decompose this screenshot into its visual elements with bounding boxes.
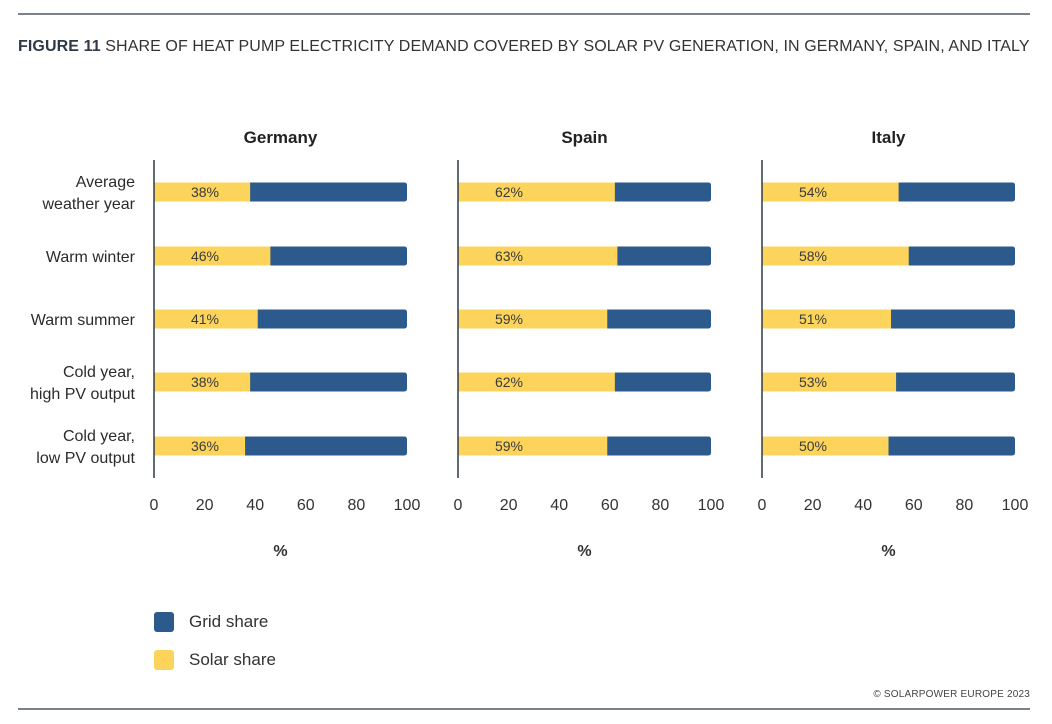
category-label: Cold year, low PV output — [36, 428, 135, 467]
data-label: 38% — [191, 184, 219, 200]
x-tick-label: 40 — [854, 497, 872, 514]
figure-title-text: SHARE OF HEAT PUMP ELECTRICITY DEMAND CO… — [105, 38, 1030, 55]
x-tick-label: 80 — [348, 497, 366, 514]
category-label: Warm winter — [46, 249, 136, 266]
bar-solar-share — [458, 436, 608, 456]
legend: Grid share Solar share — [154, 603, 276, 679]
bar-solar-share — [154, 246, 271, 266]
data-label: 62% — [495, 184, 523, 200]
data-label: 41% — [191, 311, 219, 327]
top-rule — [18, 13, 1030, 15]
data-label: 46% — [191, 248, 219, 264]
x-tick-label: 60 — [905, 497, 923, 514]
bar-solar-share — [154, 309, 258, 329]
bar-solar-share — [762, 246, 909, 266]
figure-number: FIGURE 11 — [18, 38, 101, 55]
x-tick-label: 100 — [1002, 497, 1029, 514]
data-label: 50% — [799, 438, 827, 454]
data-label: 63% — [495, 248, 523, 264]
data-label: 58% — [799, 248, 827, 264]
bar-solar-share — [762, 182, 899, 202]
data-label: 38% — [191, 374, 219, 390]
x-tick-label: 20 — [500, 497, 518, 514]
x-axis-label: % — [577, 543, 591, 560]
data-label: 36% — [191, 438, 219, 454]
category-label: Average weather year — [42, 174, 136, 213]
chart-area: Average weather year Warm winter Warm summe… — [30, 128, 1029, 560]
panel-title-italy: Italy — [871, 128, 906, 147]
category-label: Cold year, high PV output — [30, 364, 136, 403]
grid-share-swatch — [154, 612, 174, 632]
bar-solar-share — [458, 309, 608, 329]
x-tick-label: 60 — [601, 497, 619, 514]
x-tick-label: 0 — [454, 497, 463, 514]
bottom-rule — [18, 708, 1030, 710]
bar-solar-share — [458, 372, 615, 392]
data-label: 59% — [495, 311, 523, 327]
bar-solar-share — [458, 246, 618, 266]
x-tick-label: 40 — [246, 497, 264, 514]
data-label: 54% — [799, 184, 827, 200]
x-tick-label: 40 — [550, 497, 568, 514]
legend-item-solar: Solar share — [154, 641, 276, 679]
x-axis-label: % — [881, 543, 895, 560]
bar-solar-share — [762, 309, 892, 329]
x-tick-label: 0 — [758, 497, 767, 514]
legend-item-grid: Grid share — [154, 603, 276, 641]
panel-title-spain: Spain — [561, 128, 607, 147]
figure-title: FIGURE 11 SHARE OF HEAT PUMP ELECTRICITY… — [18, 30, 1038, 64]
x-tick-label: 0 — [150, 497, 159, 514]
x-tick-label: 100 — [698, 497, 725, 514]
solar-share-swatch — [154, 650, 174, 670]
bar-solar-share — [762, 436, 889, 456]
panel-title-germany: Germany — [244, 128, 318, 147]
copyright: © SOLARPOWER EUROPE 2023 — [873, 689, 1030, 700]
x-tick-label: 100 — [394, 497, 421, 514]
legend-label-solar: Solar share — [189, 650, 276, 669]
data-label: 59% — [495, 438, 523, 454]
x-tick-label: 80 — [652, 497, 670, 514]
category-label: Warm summer — [31, 312, 136, 329]
bar-solar-share — [154, 436, 246, 456]
x-tick-label: 20 — [196, 497, 214, 514]
x-tick-label: 80 — [956, 497, 974, 514]
bar-solar-share — [154, 372, 251, 392]
x-tick-label: 20 — [804, 497, 822, 514]
bar-solar-share — [154, 182, 251, 202]
legend-label-grid: Grid share — [189, 612, 269, 631]
data-label: 51% — [799, 311, 827, 327]
data-label: 53% — [799, 374, 827, 390]
bar-solar-share — [762, 372, 897, 392]
bar-solar-share — [458, 182, 615, 202]
x-axis-label: % — [273, 543, 287, 560]
x-tick-label: 60 — [297, 497, 315, 514]
data-label: 62% — [495, 374, 523, 390]
